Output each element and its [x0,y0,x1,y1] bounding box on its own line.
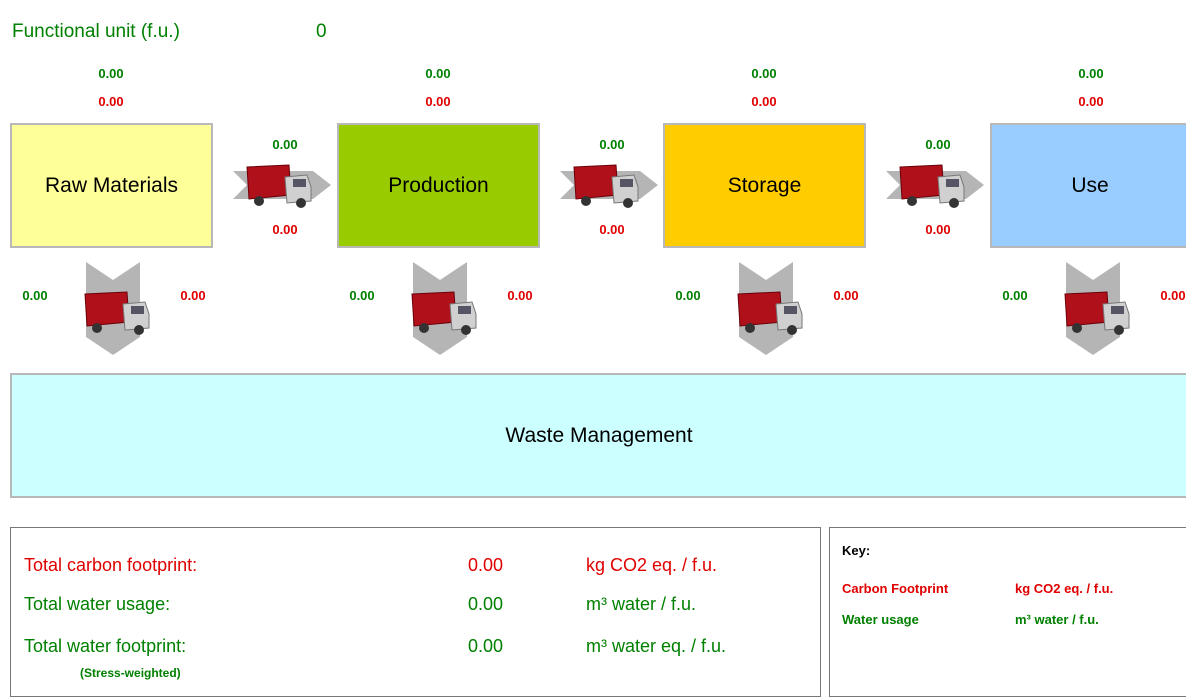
transport-water: 0.00 [272,137,298,152]
window [784,306,797,314]
key-label: Carbon Footprint [842,581,949,596]
transport-carbon: 0.00 [599,222,625,237]
truck [573,164,639,208]
wheel [461,325,471,335]
stage-carbon: 0.00 [751,94,777,109]
key-unit: m³ water / f.u. [1015,612,1099,627]
transport-carbon: 0.00 [925,222,951,237]
stage-water: 0.00 [98,66,124,81]
stage-water: 0.00 [751,66,777,81]
key-title: Key: [842,543,871,558]
truck [899,164,965,208]
waste-transport-water: 0.00 [349,288,375,303]
functional-unit-label: Functional unit (f.u.) [12,21,180,42]
waste-transport-water: 0.00 [1002,288,1028,303]
window [458,306,471,314]
total-value: 0.00 [468,594,504,614]
transport-icon [1064,262,1130,355]
cargo [1064,291,1110,327]
wheel [419,323,429,333]
waste-transport-carbon: 0.00 [180,288,206,303]
total-label: Total water usage: [24,594,171,614]
waste-box: Waste Management [10,373,1186,498]
wheel [787,325,797,335]
window [620,179,633,187]
total-label: Total carbon footprint: [24,555,198,575]
wheel [581,196,591,206]
transport-icon [233,164,331,208]
stage-water: 0.00 [425,66,451,81]
waste-transport-carbon: 0.00 [1160,288,1186,303]
total-value: 0.00 [468,636,504,656]
transport-icon [886,164,984,208]
window [131,306,144,314]
truck [411,291,477,335]
truck [246,164,312,208]
transport-icon [737,262,803,355]
stage-carbon: 0.00 [1078,94,1104,109]
cargo [899,164,945,200]
stage-water: 0.00 [1078,66,1104,81]
cargo [246,164,292,200]
stage-box: Production [337,123,540,248]
window [1111,306,1124,314]
wheel [134,325,144,335]
wheel [1072,323,1082,333]
total-value: 0.00 [468,555,504,575]
wheel [907,196,917,206]
transport-icon [84,262,150,355]
wheel [949,198,959,208]
total-unit: m³ water eq. / f.u. [586,636,727,656]
stage-carbon: 0.00 [98,94,124,109]
functional-unit-value: 0 [316,21,327,42]
stage-carbon: 0.00 [425,94,451,109]
window [946,179,959,187]
key-unit: kg CO2 eq. / f.u. [1015,581,1114,596]
transport-water: 0.00 [925,137,951,152]
total-unit: m³ water / f.u. [586,594,697,614]
stage-box: Storage [663,123,866,248]
wheel [254,196,264,206]
waste-transport-water: 0.00 [675,288,701,303]
cargo [411,291,457,327]
stage-box: Use [990,123,1186,248]
stage-box: Raw Materials [10,123,213,248]
transport-icon [411,262,477,355]
totals-note: (Stress-weighted) [80,666,181,680]
wheel [296,198,306,208]
key-label: Water usage [842,612,919,627]
cargo [84,291,130,327]
window [293,179,306,187]
cargo [573,164,619,200]
wheel [1114,325,1124,335]
transport-carbon: 0.00 [272,222,298,237]
waste-transport-water: 0.00 [22,288,48,303]
truck [84,291,150,335]
wheel [745,323,755,333]
total-label: Total water footprint: [24,636,187,656]
cargo [737,291,783,327]
wheel [92,323,102,333]
total-unit: kg CO2 eq. / f.u. [586,555,718,575]
transport-water: 0.00 [599,137,625,152]
waste-transport-carbon: 0.00 [833,288,859,303]
wheel [623,198,633,208]
truck [737,291,803,335]
waste-transport-carbon: 0.00 [507,288,533,303]
transport-icon [560,164,658,208]
truck [1064,291,1130,335]
